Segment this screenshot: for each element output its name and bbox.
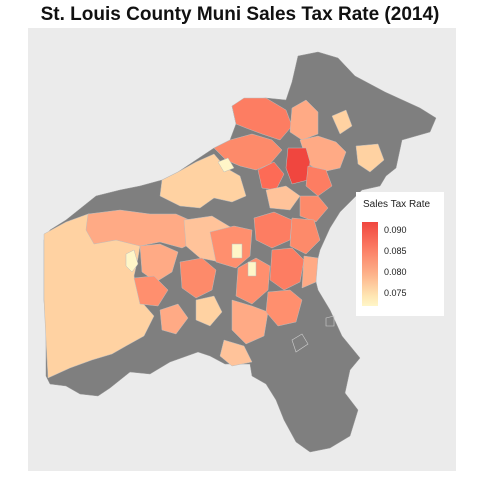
municipality-n10 (299, 195, 329, 223)
municipality-c11 (159, 303, 189, 335)
municipality-north4 (331, 109, 353, 135)
legend-label-0075: 0.075 (384, 288, 407, 298)
municipality-n8 (305, 165, 333, 197)
municipality-c6 (301, 255, 319, 289)
legend: Sales Tax Rate 0.090 0.085 0.080 0.075 (356, 192, 444, 316)
unincorporated-island-2 (325, 315, 335, 327)
municipality-c5 (269, 247, 305, 291)
municipality-lowest1 (125, 249, 139, 273)
legend-label-0080: 0.080 (384, 267, 407, 277)
unincorporated-island (291, 333, 309, 353)
municipality-n9 (265, 185, 301, 211)
municipality-north3 (289, 99, 319, 141)
municipality-north5 (299, 135, 347, 173)
municipality-c12 (195, 295, 223, 327)
municipality-c8 (231, 299, 269, 345)
legend-tick (378, 293, 382, 294)
municipality-w3 (139, 243, 179, 283)
municipality-c10 (219, 339, 253, 367)
legend-label-0085: 0.085 (384, 246, 407, 256)
municipality-lowest2 (231, 243, 243, 259)
legend-tick (378, 251, 382, 252)
municipality-lowest4 (217, 157, 235, 173)
legend-title: Sales Tax Rate (363, 199, 431, 210)
municipality-c2 (253, 211, 293, 249)
municipality-north2 (213, 133, 283, 171)
legend-tick (378, 272, 382, 273)
municipality-lowest3 (247, 261, 257, 277)
legend-tick (378, 230, 382, 231)
municipality-north1 (231, 97, 293, 141)
municipality-w2 (85, 209, 199, 249)
municipality-c7 (179, 257, 217, 299)
legend-colorbar (362, 222, 378, 306)
map-title: St. Louis County Muni Sales Tax Rate (20… (40, 4, 440, 25)
legend-label-0090: 0.090 (384, 225, 407, 235)
municipality-c4 (235, 257, 271, 305)
municipality-c9 (265, 289, 303, 327)
municipality-w4 (133, 275, 169, 307)
municipality-n7 (257, 161, 285, 191)
municipality-north6 (355, 143, 385, 173)
municipality-c3 (289, 217, 321, 255)
